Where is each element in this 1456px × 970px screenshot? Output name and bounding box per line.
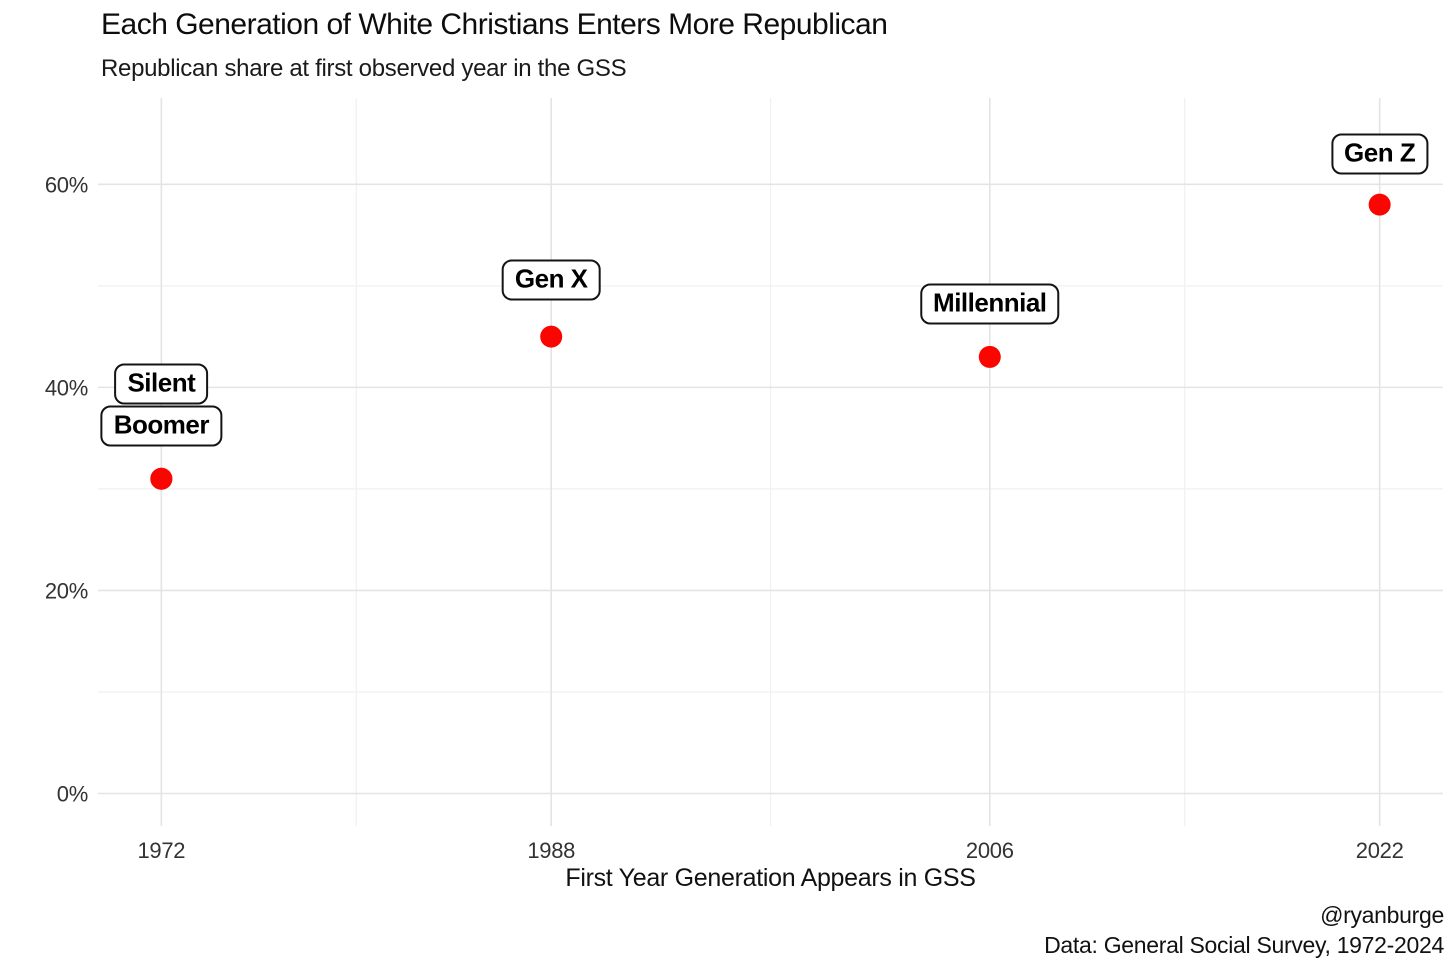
data-point-millennial: [978, 345, 1001, 368]
point-label-gen-x: Gen X: [501, 259, 601, 301]
data-point-boomer: [150, 467, 173, 490]
data-point-gen-z: [1368, 193, 1391, 216]
x-tick-label: 2022: [1356, 838, 1404, 863]
data-point-gen-x: [540, 325, 563, 348]
point-label-boomer: Boomer: [100, 405, 222, 447]
x-tick-label: 1988: [527, 838, 575, 863]
chart-subtitle: Republican share at first observed year …: [101, 55, 627, 82]
x-tick-label: 2006: [966, 838, 1014, 863]
x-tick-label: 1972: [137, 838, 185, 863]
caption-source: Data: General Social Survey, 1972-2024: [1044, 932, 1444, 958]
point-label-millennial: Millennial: [920, 283, 1060, 325]
y-tick-label: 60%: [45, 172, 88, 197]
chart-title: Each Generation of White Christians Ente…: [101, 8, 888, 41]
caption-author: @ryanburge: [1320, 902, 1444, 928]
y-tick-label: 20%: [45, 578, 88, 603]
y-tick-label: 0%: [57, 782, 88, 807]
x-axis-title: First Year Generation Appears in GSS: [565, 864, 976, 892]
point-label-silent: Silent: [114, 363, 209, 405]
chart-caption: @ryanburge Data: General Social Survey, …: [1044, 900, 1444, 960]
y-tick-label: 40%: [45, 375, 88, 400]
point-label-gen-z: Gen Z: [1331, 133, 1429, 175]
